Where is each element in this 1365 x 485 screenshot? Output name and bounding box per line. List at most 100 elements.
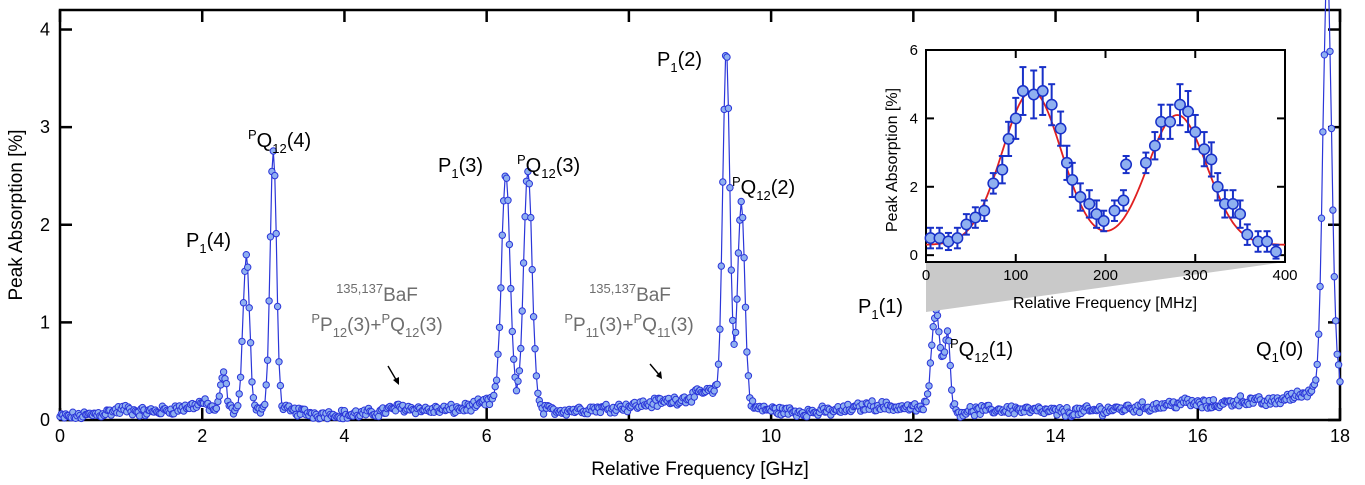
inset-data-point <box>1097 215 1110 227</box>
main-data-point <box>532 372 541 380</box>
label-baf-b-tail: (3) <box>670 315 693 336</box>
label-baf-a-p1: P <box>320 315 333 336</box>
main-data-point <box>714 360 723 368</box>
inset-data-point <box>1226 197 1239 210</box>
main-data-point <box>737 197 745 206</box>
main-data-point <box>510 355 518 363</box>
main-data-point <box>498 231 506 239</box>
inset-data-point <box>1117 194 1130 207</box>
inset-data-point <box>1164 115 1177 128</box>
inset-x-tick-label: 200 <box>1093 267 1118 284</box>
main-data-point <box>1315 330 1323 338</box>
inset-x-tick-label: 100 <box>1003 267 1028 284</box>
inset-data-point <box>1090 208 1103 221</box>
inset-data-point <box>1016 85 1029 97</box>
inset-data-point <box>987 177 1000 190</box>
label-p1-1-main: P <box>858 296 871 318</box>
inset-data-point <box>969 211 982 224</box>
label-q1-0-main: Q <box>1256 339 1272 361</box>
main-data-point <box>269 147 277 155</box>
label-pq12-4-sub: 12 <box>272 141 286 156</box>
main-data-point <box>922 398 930 406</box>
main-data-point <box>740 254 748 262</box>
inset-y-tick-label: 4 <box>910 110 918 127</box>
inset-y-axis-label: Peak Absorption [%] <box>884 88 901 232</box>
main-data-point <box>262 381 270 389</box>
label-baf-b-sup2: P <box>634 311 643 326</box>
label-pq12-2-main: Q <box>741 177 757 199</box>
inset-data-point <box>1198 143 1211 156</box>
label-baf-a-s1: 12 <box>333 325 347 340</box>
label-pq12-1-sub: 12 <box>974 350 988 365</box>
label-p1-3: P1(3) <box>438 155 483 181</box>
inset-data-point <box>1270 245 1282 258</box>
main-x-axis-label: Relative Frequency [GHz] <box>591 459 809 480</box>
main-x-tick-label: 10 <box>761 426 781 446</box>
main-x-tick-label: 4 <box>339 426 349 446</box>
main-y-tick-label: 2 <box>40 215 50 235</box>
main-x-tick-label: 16 <box>1188 426 1208 446</box>
main-data-point <box>248 378 256 386</box>
label-p1-3-main: P <box>438 155 451 177</box>
main-data-point <box>485 400 494 409</box>
inset-data-point <box>1148 139 1161 152</box>
main-data-point <box>249 394 258 402</box>
main-data-point <box>508 327 516 336</box>
main-data-point <box>1327 124 1336 133</box>
main-y-tick-label: 1 <box>40 312 50 332</box>
main-data-point <box>236 373 245 381</box>
label-baf-b-isotopes-sup: 135,137 <box>589 281 636 296</box>
inset-data-point <box>978 204 991 217</box>
main-data-point <box>238 337 246 346</box>
main-data-point <box>744 372 753 380</box>
label-pq12-2-sub: 12 <box>756 188 770 203</box>
main-data-point <box>933 311 942 320</box>
main-data-point <box>527 213 535 222</box>
label-pq12-4-sup: P <box>248 127 257 142</box>
label-p1-2-sub: 1 <box>670 60 677 75</box>
inset-data-point <box>1083 197 1096 210</box>
main-data-point <box>1319 128 1327 136</box>
main-data-point <box>234 402 242 410</box>
main-data-point <box>741 303 750 311</box>
main-data-point <box>731 328 740 337</box>
main-data-point <box>490 391 498 400</box>
main-data-point <box>919 405 927 414</box>
inset-data-point <box>1108 204 1121 217</box>
main-data-point <box>950 400 959 408</box>
main-data-point <box>730 340 738 348</box>
main-data-point <box>1336 378 1344 386</box>
label-q1-0-sub: 1 <box>1272 350 1279 365</box>
label-p1-2-tail: (2) <box>678 49 702 71</box>
main-data-point <box>936 343 945 352</box>
main-data-point <box>524 167 532 176</box>
main-data-point <box>222 379 231 388</box>
inset-data-point <box>1241 228 1254 241</box>
main-data-point <box>935 328 943 336</box>
label-p1-2: P1(2) <box>657 49 702 75</box>
inset-data-point <box>1066 173 1079 186</box>
main-data-point <box>727 266 735 274</box>
label-pq12-3: PQ12(3) <box>517 152 580 181</box>
main-data-point <box>272 229 280 238</box>
main-data-point <box>945 337 953 345</box>
label-baf-b-p1: P <box>573 315 586 336</box>
main-data-point <box>515 367 524 375</box>
main-data-point <box>525 180 533 188</box>
arrow-head-baf-a <box>393 377 399 385</box>
main-data-point <box>743 348 751 356</box>
main-data-point <box>724 104 733 113</box>
main-spectrum-series <box>56 0 1344 423</box>
label-p1-4-sub: 1 <box>199 241 206 256</box>
inset-data-point <box>1074 191 1087 203</box>
main-data-point <box>726 184 734 192</box>
label-p1-3-sub: 1 <box>451 166 458 181</box>
main-data-point <box>531 345 539 353</box>
main-data-point <box>505 240 514 249</box>
inset-data-point <box>1189 126 1202 139</box>
main-data-point <box>723 53 731 61</box>
inset-data-point <box>1211 180 1224 193</box>
inset-data-point <box>1205 153 1218 166</box>
main-data-point <box>1334 361 1343 369</box>
